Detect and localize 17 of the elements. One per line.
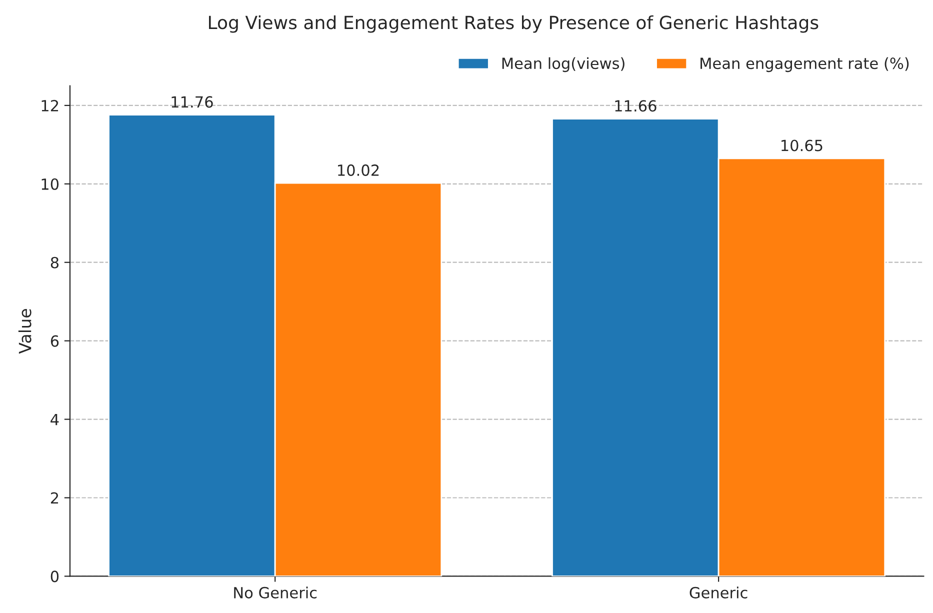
y-tick-label: 0	[50, 570, 59, 582]
y-tick-label: 12	[42, 100, 58, 112]
y-tick-label: 10	[42, 178, 59, 190]
y-axis-title: Value	[18, 309, 32, 354]
x-tick-label: Generic	[690, 586, 748, 598]
legend-label: Mean engagement rate (%)	[700, 57, 909, 72]
data-label: 11.66	[615, 100, 656, 112]
legend-label: Mean log(views)	[502, 57, 624, 72]
chart-title: Log Views and Engagement Rates by Presence of Generic Hashtags	[209, 15, 818, 33]
data-label: 11.76	[172, 96, 213, 108]
y-tick-label: 8	[50, 256, 59, 268]
y-tick-label: 6	[50, 335, 59, 347]
data-label: 10.02	[338, 164, 379, 176]
data-label: 10.65	[782, 140, 822, 152]
y-tick-label: 2	[50, 492, 58, 504]
x-tick-label: No Generic	[234, 586, 317, 598]
y-tick-label: 4	[50, 414, 59, 426]
